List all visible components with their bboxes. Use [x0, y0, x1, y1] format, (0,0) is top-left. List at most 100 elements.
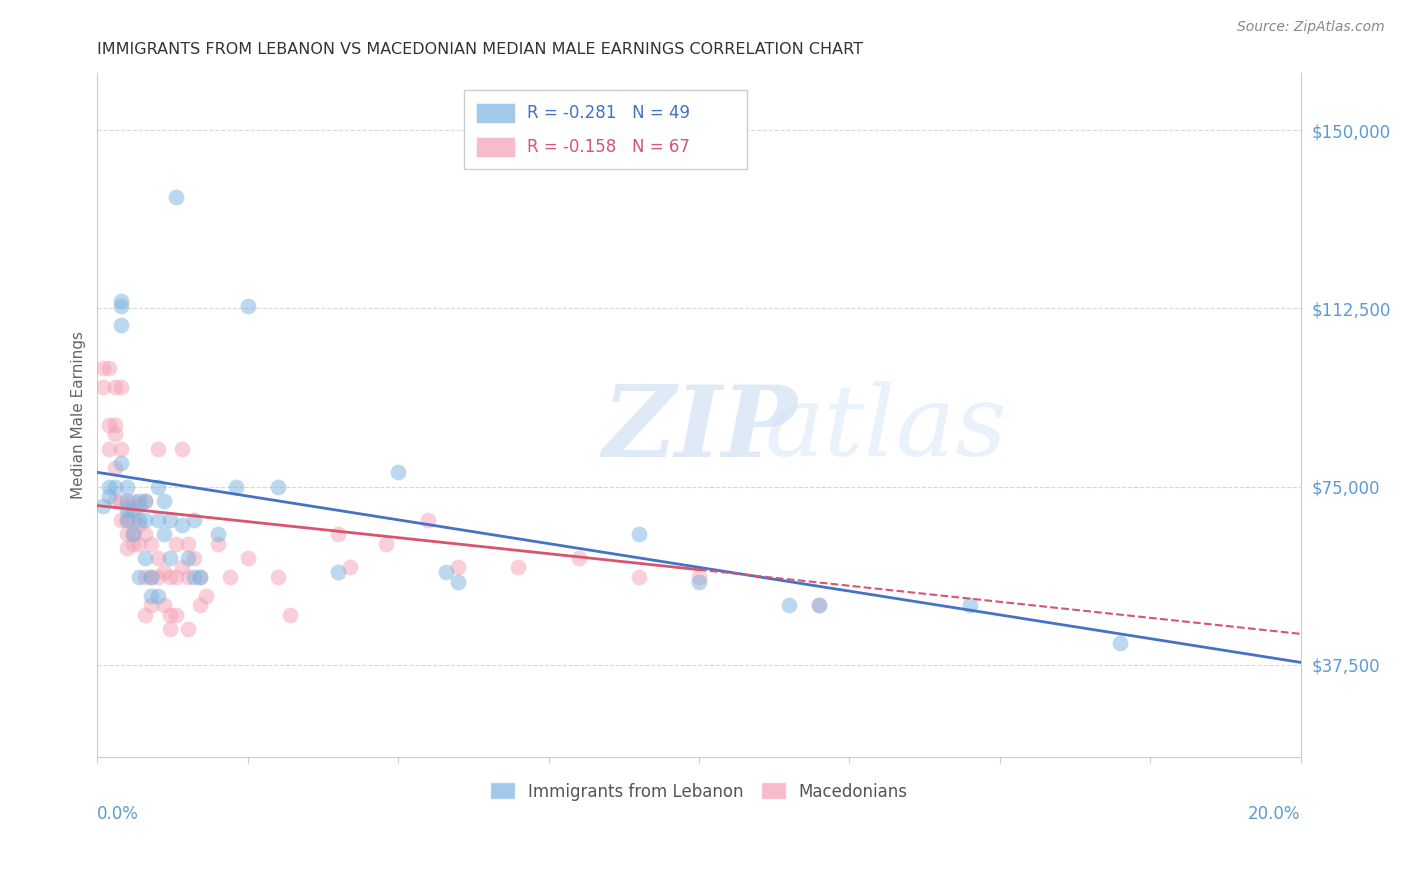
Point — [117, 513, 139, 527]
Point — [339, 560, 361, 574]
Point — [194, 589, 217, 603]
Text: Source: ZipAtlas.com: Source: ZipAtlas.com — [1237, 20, 1385, 34]
Point — [98, 360, 121, 375]
Point — [122, 513, 145, 527]
Point — [128, 517, 150, 532]
Point — [110, 442, 132, 456]
Text: 20.0%: 20.0% — [1249, 805, 1301, 823]
Point — [141, 536, 163, 550]
Point — [122, 493, 145, 508]
Point — [326, 527, 349, 541]
Point — [170, 517, 193, 532]
Point — [159, 622, 181, 636]
Point — [159, 550, 181, 565]
Point — [627, 570, 650, 584]
Point — [188, 599, 211, 613]
Point — [141, 589, 163, 603]
Point — [134, 493, 156, 508]
Point — [152, 493, 174, 508]
Point — [225, 479, 247, 493]
Point — [134, 607, 156, 622]
Point — [808, 599, 831, 613]
Point — [508, 560, 530, 574]
Point — [98, 489, 121, 503]
Point — [188, 570, 211, 584]
Point — [146, 479, 169, 493]
Point — [236, 550, 259, 565]
Text: R = -0.158   N = 67: R = -0.158 N = 67 — [527, 138, 690, 156]
Point — [146, 550, 169, 565]
Point — [117, 499, 139, 513]
Point — [104, 417, 127, 432]
Point — [134, 550, 156, 565]
Point — [128, 513, 150, 527]
Text: IMMIGRANTS FROM LEBANON VS MACEDONIAN MEDIAN MALE EARNINGS CORRELATION CHART: IMMIGRANTS FROM LEBANON VS MACEDONIAN ME… — [97, 42, 863, 57]
Y-axis label: Median Male Earnings: Median Male Earnings — [72, 331, 86, 500]
Point — [165, 607, 187, 622]
Point — [418, 513, 440, 527]
Text: R = -0.281   N = 49: R = -0.281 N = 49 — [527, 103, 690, 122]
Point — [627, 527, 650, 541]
Point — [104, 493, 127, 508]
Point — [152, 599, 174, 613]
Point — [134, 513, 156, 527]
Point — [128, 499, 150, 513]
Point — [152, 565, 174, 579]
Point — [110, 380, 132, 394]
Point — [568, 550, 591, 565]
FancyBboxPatch shape — [464, 90, 747, 169]
Point — [128, 536, 150, 550]
Legend: Immigrants from Lebanon, Macedonians: Immigrants from Lebanon, Macedonians — [484, 776, 914, 807]
Point — [117, 479, 139, 493]
Point — [152, 527, 174, 541]
Point — [122, 527, 145, 541]
Point — [183, 513, 205, 527]
Point — [688, 574, 710, 589]
Point — [159, 513, 181, 527]
Point — [159, 607, 181, 622]
Point — [117, 527, 139, 541]
Point — [170, 442, 193, 456]
Point — [165, 536, 187, 550]
Point — [236, 299, 259, 313]
Point — [141, 570, 163, 584]
Point — [128, 570, 150, 584]
Point — [134, 527, 156, 541]
Text: atlas: atlas — [765, 382, 1008, 476]
Point — [104, 380, 127, 394]
Point — [176, 536, 198, 550]
Point — [447, 560, 470, 574]
Point — [117, 503, 139, 517]
Point — [134, 493, 156, 508]
Point — [176, 570, 198, 584]
Point — [176, 622, 198, 636]
Point — [93, 360, 115, 375]
Point — [447, 574, 470, 589]
Point — [122, 536, 145, 550]
Point — [183, 550, 205, 565]
Point — [98, 417, 121, 432]
Point — [207, 536, 229, 550]
Point — [188, 570, 211, 584]
Point — [110, 294, 132, 309]
Point — [176, 550, 198, 565]
Point — [146, 442, 169, 456]
Point — [165, 570, 187, 584]
Point — [326, 565, 349, 579]
Text: ZIP: ZIP — [603, 381, 797, 477]
Point — [110, 456, 132, 470]
Point — [104, 460, 127, 475]
Point — [170, 560, 193, 574]
Point — [98, 442, 121, 456]
Point — [117, 541, 139, 556]
Point — [959, 599, 981, 613]
Point — [134, 570, 156, 584]
Point — [117, 493, 139, 508]
Point — [434, 565, 457, 579]
Point — [183, 570, 205, 584]
Point — [688, 570, 710, 584]
Point — [165, 190, 187, 204]
Point — [141, 570, 163, 584]
Point — [146, 570, 169, 584]
Point — [146, 589, 169, 603]
